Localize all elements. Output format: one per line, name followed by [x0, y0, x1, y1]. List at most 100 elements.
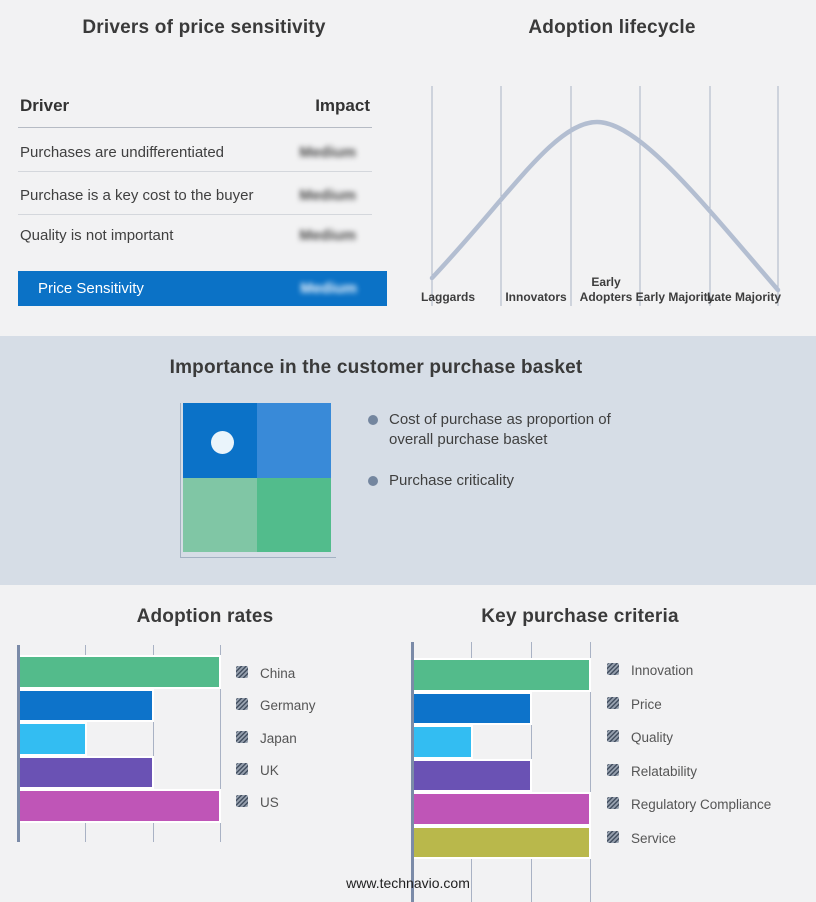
basket-bullet-list: Cost of purchase as proportion of overal… [368, 410, 628, 512]
y-axis-line [411, 642, 414, 902]
legend-label: Innovation [631, 663, 694, 678]
legend-swatch-icon [607, 763, 619, 776]
legend-item: UK [236, 762, 316, 795]
legend-swatch-icon [236, 730, 248, 743]
bar-row-service [414, 825, 591, 859]
bar-row-innovation [414, 658, 591, 692]
bullet-item: Cost of purchase as proportion of overal… [368, 410, 628, 450]
table-row-divider [18, 214, 372, 215]
adoption-lifecycle-chart [429, 86, 781, 306]
legend-item: Germany [236, 698, 316, 730]
adoption-rates-legend: China Germany Japan UK US [236, 666, 316, 827]
legend-item: US [236, 795, 316, 827]
bell-curve [429, 119, 781, 293]
legend-item: Price [607, 696, 771, 731]
summary-impact-value-redacted: Medium [300, 280, 357, 297]
bullet-text: Purchase criticality [389, 472, 515, 489]
legend-swatch-icon [236, 666, 248, 678]
bar [20, 688, 154, 723]
bar-row-regulatory-compliance [414, 792, 591, 826]
legend-swatch-icon [236, 795, 248, 808]
top-section: Drivers of price sensitivity Driver Impa… [0, 0, 816, 336]
key-purchase-criteria-title: Key purchase criteria [481, 606, 679, 627]
quadrant-chart [183, 403, 331, 552]
legend-swatch-icon [236, 762, 248, 775]
stage-label-innovators: Innovators [505, 290, 567, 304]
driver-cell: Purchases are undifferentiated [20, 144, 225, 161]
key-purchase-criteria-legend: Innovation Price Quality Relatability Regula… [607, 663, 771, 865]
drivers-of-price-sensitivity-panel: Drivers of price sensitivity Driver Impa… [0, 0, 408, 336]
quadrant-cell-bottom-left [183, 477, 257, 552]
bar-row-relatability [414, 758, 591, 792]
stage-label-laggards: Laggards [420, 290, 475, 304]
purchase-basket-section: Importance in the customer purchase bask… [0, 336, 816, 585]
quadrant-cell-top-left [183, 403, 257, 478]
stage-label-early-adopters: Early Adopters [579, 275, 633, 304]
legend-item: Quality [607, 730, 771, 764]
gridline [590, 642, 591, 902]
bar-row-uk [20, 755, 221, 790]
bar [414, 792, 591, 826]
legend-label: Price [631, 696, 662, 712]
legend-item: Innovation [607, 663, 771, 697]
bottom-charts-section: Adoption rates Key purchase criteria Chi… [0, 585, 816, 902]
bar-row-quality [414, 725, 591, 759]
legend-label: US [260, 795, 279, 811]
quadrant-cell-bottom-right [257, 477, 331, 552]
driver-cell: Purchase is a key cost to the buyer [20, 187, 254, 204]
footer-url: www.technavio.com [346, 875, 470, 891]
table-row: Purchase is a key cost to the buyer Medi… [20, 187, 370, 204]
bullet-text: Cost of purchase as proportion of overal… [389, 411, 611, 448]
legend-label: Japan [260, 730, 297, 746]
legend-item: Service [607, 830, 771, 865]
legend-swatch-icon [607, 797, 619, 810]
driver-cell: Quality is not important [20, 227, 174, 244]
driver-column-header: Driver [20, 96, 70, 115]
bar [414, 691, 532, 725]
legend-swatch-icon [607, 696, 619, 709]
legend-label: Service [631, 830, 677, 846]
legend-swatch-icon [607, 830, 619, 843]
legend-swatch-icon [236, 698, 248, 711]
bar [414, 825, 591, 859]
table-row: Purchases are undifferentiated Medium [20, 144, 370, 161]
legend-label: UK [260, 762, 279, 778]
bar [414, 758, 532, 792]
adoption-rates-chart [17, 645, 221, 842]
summary-row-label: Price Sensitivity [38, 280, 144, 297]
impact-value-redacted: Medium [299, 187, 356, 204]
bar [414, 725, 473, 759]
legend-label: Germany [260, 698, 316, 714]
bar-row-price [414, 691, 591, 725]
lifecycle-gridlines [431, 86, 779, 306]
y-axis-line [17, 645, 20, 842]
bar-group [414, 658, 591, 859]
legend-label: Quality [631, 730, 674, 746]
legend-label: Relatability [631, 763, 698, 779]
impact-value-redacted: Medium [299, 227, 356, 244]
table-header-divider [18, 127, 372, 128]
bar [414, 658, 591, 692]
legend-label: China [260, 666, 296, 681]
bar-row-china [20, 655, 221, 689]
table-row: Quality is not important Medium [20, 227, 370, 244]
bullet-dot-icon [368, 476, 378, 486]
bar-row-us [20, 789, 221, 823]
bar-row-germany [20, 688, 221, 723]
quadrant-x-axis [180, 557, 336, 558]
quadrant-y-axis [180, 403, 181, 558]
adoption-lifecycle-panel: Adoption lifecycle Innovators Early Adop… [408, 0, 816, 336]
lifecycle-panel-title: Adoption lifecycle [528, 17, 696, 38]
impact-value-redacted: Medium [299, 144, 356, 161]
bar-row-japan [20, 722, 221, 756]
stage-label-late-majority: Late Majority [706, 290, 781, 304]
impact-column-header: Impact [315, 96, 370, 115]
price-sensitivity-summary-row: Price Sensitivity Medium [18, 271, 387, 306]
quadrant-cell-top-right [257, 403, 331, 478]
stage-label-early-majority: Early Majority [635, 290, 715, 304]
bar [20, 755, 154, 790]
basket-section-title: Importance in the customer purchase bask… [169, 357, 583, 378]
drivers-panel-title: Drivers of price sensitivity [82, 17, 326, 38]
gridline [220, 645, 221, 842]
